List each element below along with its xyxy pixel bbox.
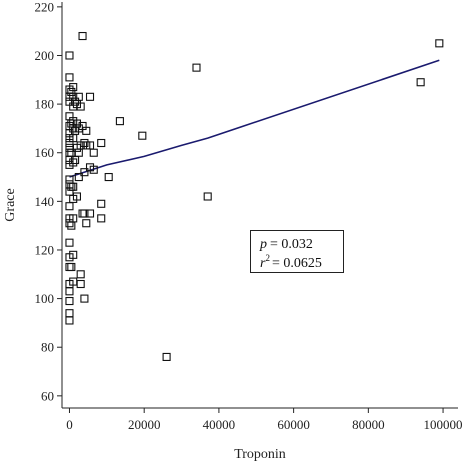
data-point (85, 92, 95, 101)
data-point (80, 209, 89, 218)
data-point (104, 172, 113, 182)
data-point (69, 83, 78, 92)
data-point (65, 309, 74, 318)
data-point (69, 250, 78, 259)
data-point (78, 31, 87, 41)
data-point (89, 148, 98, 157)
data-point (97, 138, 106, 148)
data-point (67, 87, 76, 97)
data-point (69, 214, 78, 223)
data-point (80, 138, 89, 148)
data-point (72, 119, 81, 128)
data-point (138, 131, 147, 140)
p-value-annotation: p = 0.032 (259, 237, 313, 252)
x-tick-label: 100000 (424, 417, 463, 432)
y-tick-label: 80 (41, 340, 54, 355)
data-point (65, 51, 74, 60)
x-ticks: 0 20000 40000 60000 80000 100000 (66, 408, 463, 432)
stats-annotation: p = 0.032 r2 = 0.0625 (259, 237, 322, 271)
y-tick-label: 200 (35, 48, 55, 63)
x-tick-label: 40000 (203, 417, 236, 432)
x-axis-title: Troponin (234, 447, 286, 462)
data-point (85, 209, 95, 218)
data-point (80, 294, 89, 303)
data-point (65, 316, 74, 325)
x-tick-label: 60000 (277, 417, 310, 432)
data-point (76, 279, 85, 289)
y-tick-label: 60 (41, 388, 54, 403)
data-point (65, 202, 74, 211)
x-tick-label: 20000 (128, 417, 161, 432)
data-point (203, 192, 212, 201)
x-tick-label: 80000 (352, 417, 385, 432)
data-point (69, 158, 78, 167)
stats-annotation-box: p = 0.032 r2 = 0.0625 (250, 230, 344, 273)
y-tick-label: 220 (35, 0, 55, 14)
y-axis-title: Grace (3, 188, 18, 221)
r-squared-annotation: r2 = 0.0625 (260, 253, 322, 271)
y-tick-label: 120 (35, 242, 55, 257)
data-point (435, 39, 444, 48)
data-point (65, 73, 74, 82)
data-point (65, 287, 74, 296)
data-points (65, 31, 444, 361)
data-point (67, 221, 76, 230)
y-tick-label: 180 (35, 97, 55, 112)
data-point (72, 192, 81, 201)
data-point (74, 148, 83, 157)
data-point (89, 165, 98, 174)
data-point (416, 78, 425, 87)
data-point (82, 126, 91, 135)
y-tick-label: 100 (35, 291, 55, 306)
data-point (65, 262, 74, 272)
data-point (97, 199, 106, 208)
y-ticks: 60 80 100 120 140 160 180 200 220 (35, 0, 62, 403)
y-tick-label: 160 (35, 145, 55, 160)
regression-line (69, 59, 440, 178)
data-point (69, 182, 78, 191)
x-tick-label: 0 (66, 417, 73, 432)
data-point (162, 352, 171, 361)
data-point (82, 219, 91, 228)
data-point (192, 63, 201, 72)
data-point (65, 296, 74, 306)
axes (61, 2, 458, 409)
data-point (74, 172, 83, 182)
data-point (76, 102, 85, 111)
data-point (67, 262, 76, 272)
data-point (65, 238, 74, 247)
data-point (65, 143, 74, 152)
data-point (65, 148, 74, 157)
data-point (78, 209, 87, 218)
data-point (80, 168, 89, 177)
data-point (67, 182, 76, 191)
y-tick-label: 140 (35, 194, 55, 209)
data-point (74, 92, 83, 101)
data-point (76, 270, 85, 279)
data-point (97, 214, 106, 223)
data-point (115, 117, 124, 126)
